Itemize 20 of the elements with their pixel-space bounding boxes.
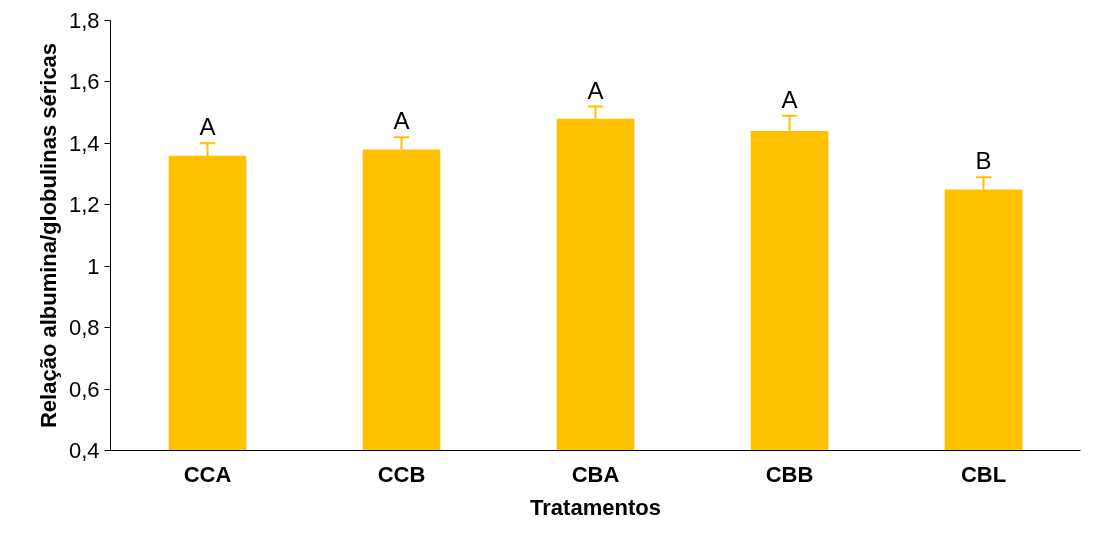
- y-axis-title: Relação albumina/globulinas séricas: [35, 42, 61, 429]
- y-tick-label: 1,6: [68, 69, 100, 95]
- x-tick-label: CBL: [960, 461, 1007, 487]
- x-tick-label: CBB: [765, 461, 814, 487]
- annotation: A: [587, 76, 604, 104]
- y-tick-label: 1: [87, 253, 100, 279]
- annotation: A: [199, 113, 216, 141]
- y-tick-label: 0,4: [68, 438, 100, 463]
- annotation: A: [393, 107, 410, 135]
- x-tick-label: CCA: [183, 461, 232, 487]
- y-tick-label: 0,6: [68, 376, 100, 402]
- y-tick-label: 0,8: [68, 315, 100, 341]
- annotation: B: [975, 147, 992, 175]
- y-tick-label: 1,8: [68, 8, 100, 33]
- annotation: A: [781, 85, 798, 113]
- x-axis-title: Tratamentos: [530, 494, 661, 520]
- y-tick-label: 1,4: [68, 130, 100, 156]
- x-tick-label: CCB: [377, 461, 426, 487]
- y-tick-label: 1,2: [68, 192, 100, 218]
- x-tick-label: CBA: [571, 461, 620, 487]
